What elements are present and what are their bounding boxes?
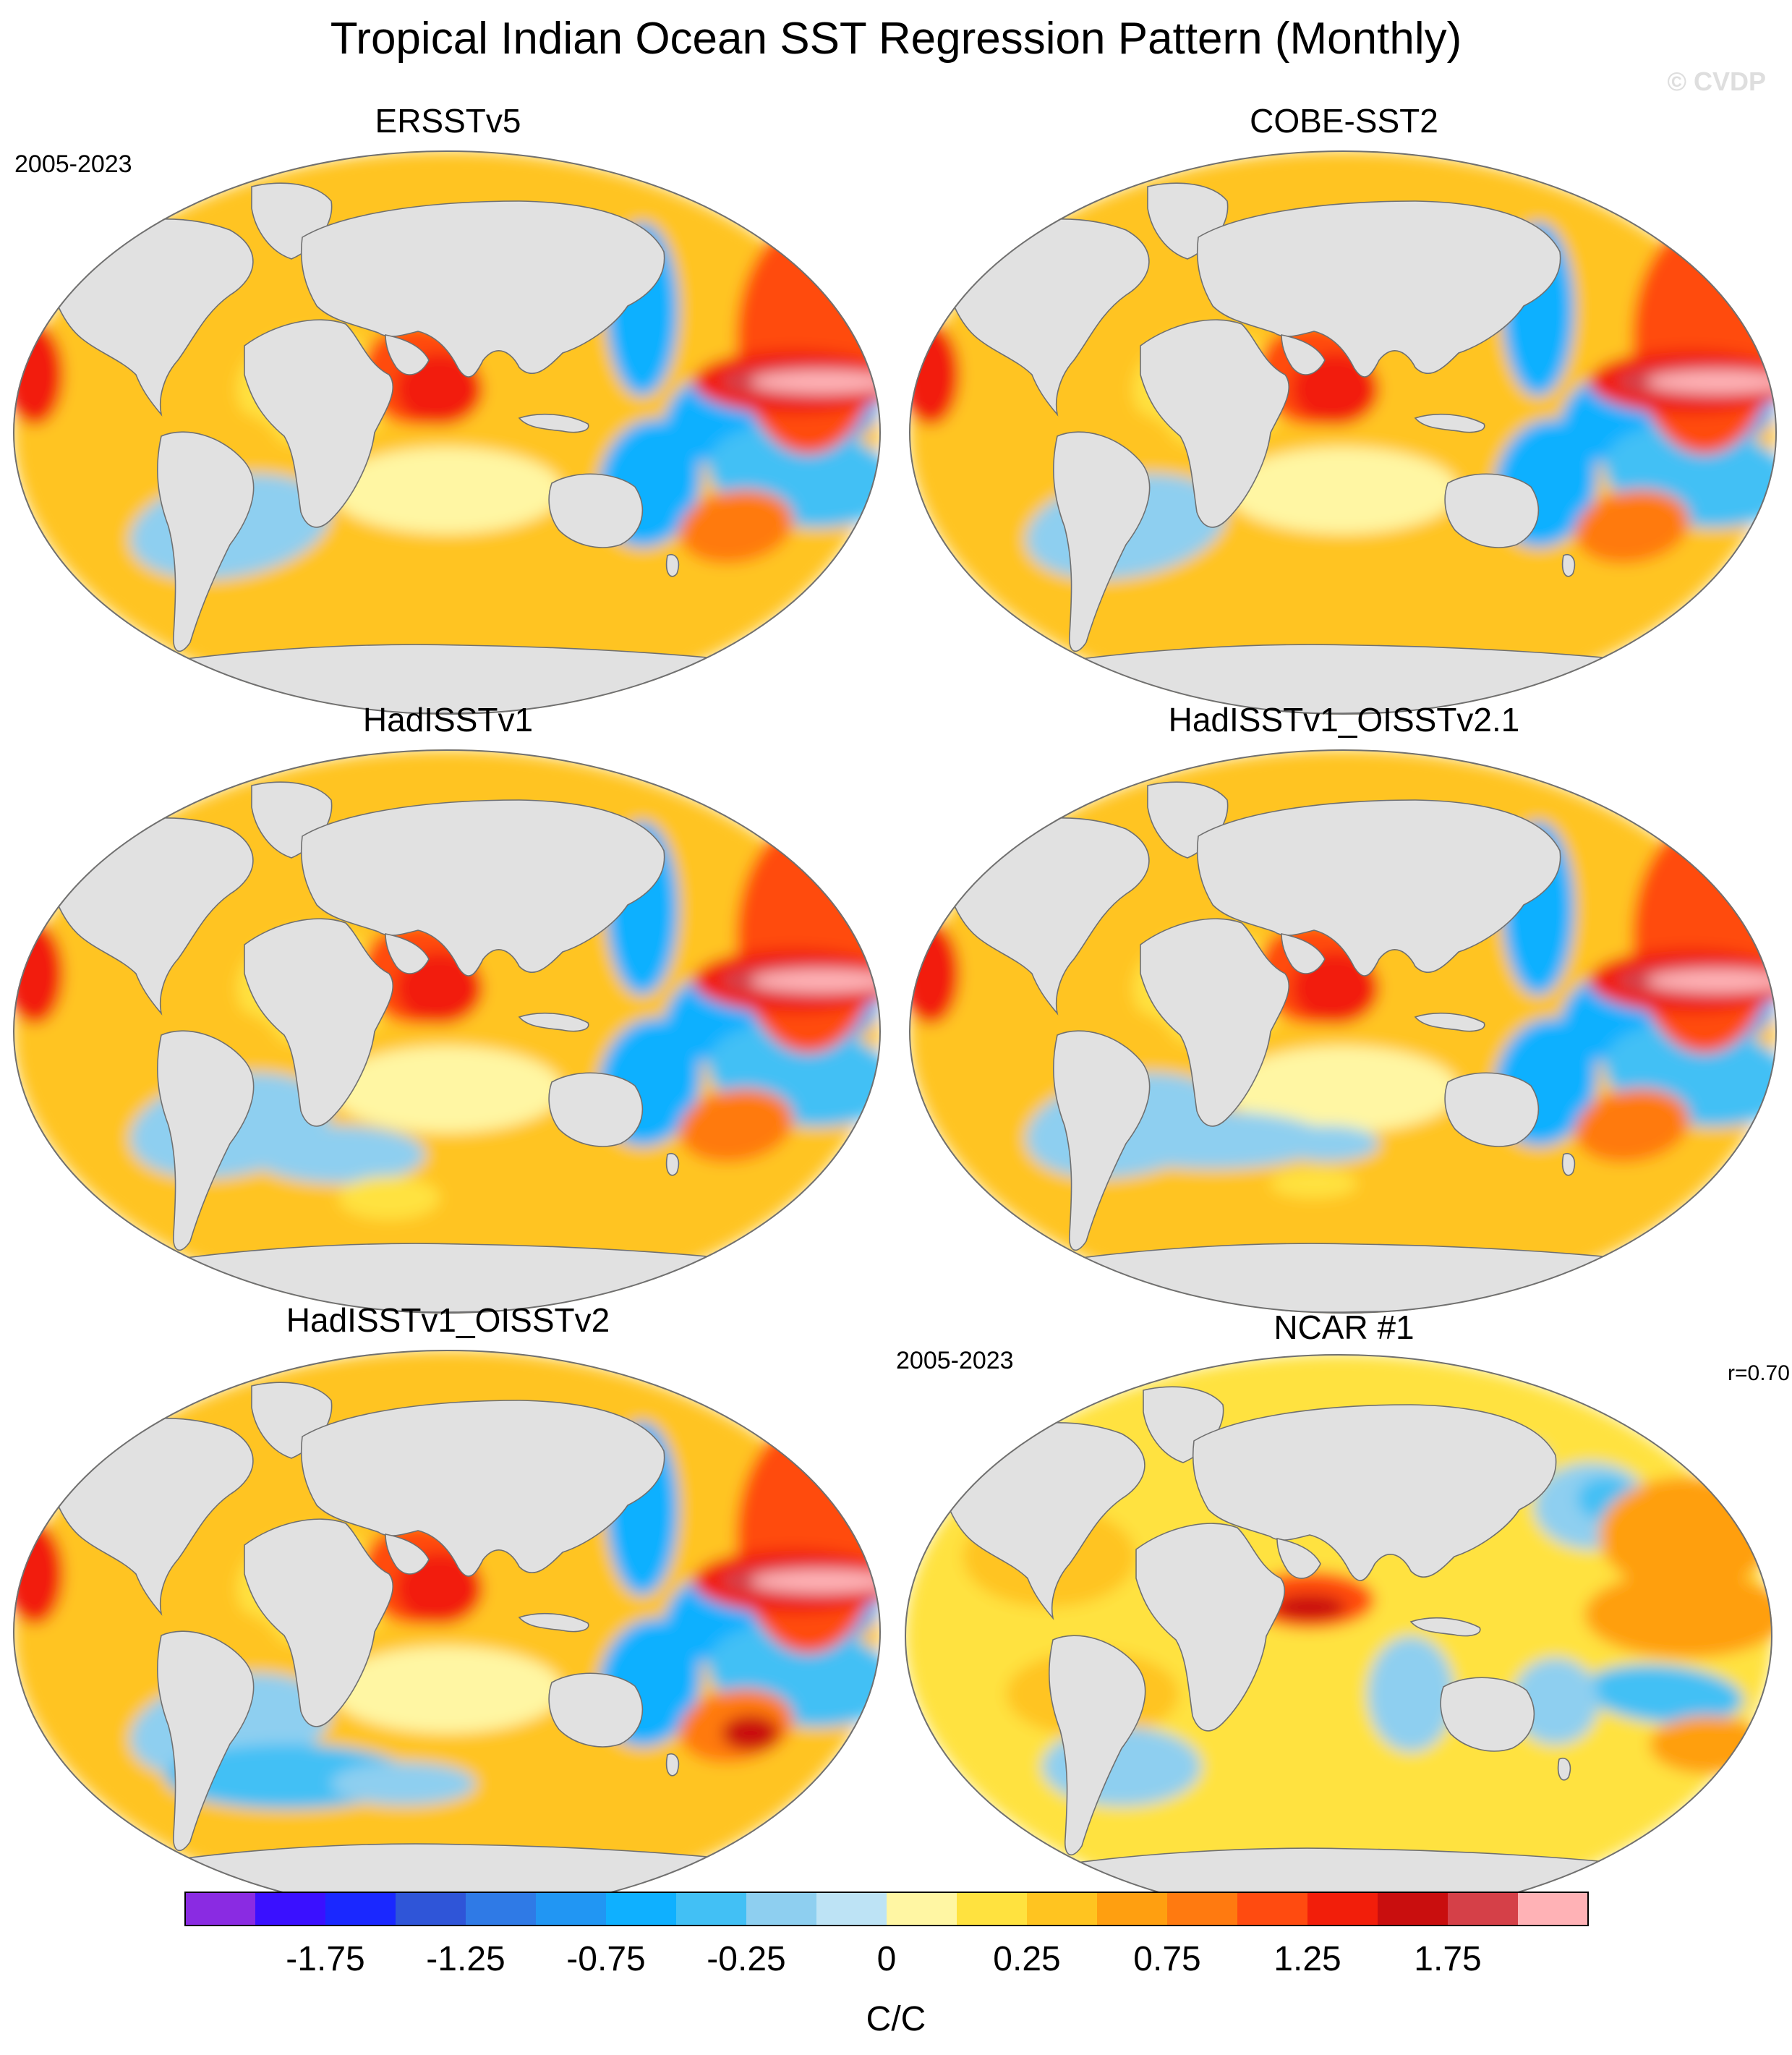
- figure-title: Tropical Indian Ocean SST Regression Pat…: [330, 14, 1462, 64]
- panel-title: HadISSTv1_OISSTv2: [286, 1301, 610, 1339]
- colorbar-tick-label: 1.75: [1414, 1940, 1481, 1978]
- land-africa: [1135, 1523, 1285, 1732]
- land-africa: [244, 1518, 393, 1727]
- colorbar-tick-label: -1.75: [286, 1940, 364, 1978]
- land-indonesia: [1414, 413, 1485, 433]
- watermark: © CVDP: [1667, 67, 1766, 96]
- land-newzealand: [665, 1153, 680, 1176]
- world-map: [909, 150, 1777, 715]
- map-outline: [13, 749, 881, 1314]
- land-arabia: [1276, 1538, 1321, 1579]
- map-panel: HadISSTv1_OISSTv2: [0, 1301, 896, 1939]
- colorbar-tick-label: 0.75: [1133, 1940, 1200, 1978]
- land-australia: [1444, 473, 1540, 548]
- map-panel: HadISSTv1: [0, 701, 896, 1338]
- colorbar-tick-label: 0: [877, 1940, 897, 1978]
- world-map: [13, 1350, 881, 1914]
- land-newzealand: [665, 1753, 680, 1777]
- map-panel: NCAR #1 2005-2023 r=0.70: [896, 1302, 1792, 1939]
- colorbar-tick-label: 1.25: [1273, 1940, 1341, 1978]
- land-indonesia: [518, 1012, 589, 1032]
- panel-period: 2005-2023: [14, 150, 132, 178]
- land-eurasia: [300, 200, 665, 378]
- land-australia: [548, 1672, 644, 1748]
- land-masses: [41, 1382, 782, 1913]
- colorbar-tick-label: -0.75: [566, 1940, 645, 1978]
- world-map: [905, 1354, 1772, 1918]
- land-africa: [244, 319, 393, 528]
- land-arabia: [385, 334, 430, 375]
- map-outline: [909, 150, 1777, 715]
- pattern-correlation: r=0.70: [1728, 1361, 1790, 1385]
- map-outline: [13, 150, 881, 715]
- panel-title: HadISSTv1_OISSTv2.1: [1168, 701, 1520, 739]
- land-samerica: [1053, 1030, 1151, 1251]
- map-panel: ERSSTv5 2005-2023: [0, 102, 896, 739]
- land-australia: [548, 1072, 644, 1147]
- colorbar-tick-label: -0.25: [707, 1940, 785, 1978]
- panel-title: ERSSTv5: [375, 102, 521, 140]
- map-outline: [909, 749, 1777, 1314]
- world-map: [909, 749, 1777, 1314]
- land-indonesia: [1409, 1617, 1481, 1637]
- land-africa: [244, 918, 393, 1127]
- land-samerica: [157, 431, 255, 652]
- colorbar-tick-label: -1.25: [426, 1940, 505, 1978]
- land-australia: [548, 473, 644, 548]
- land-newzealand: [1561, 554, 1576, 577]
- land-eurasia: [300, 799, 665, 977]
- land-australia: [1440, 1677, 1535, 1752]
- land-samerica: [157, 1630, 255, 1852]
- land-arabia: [385, 1533, 430, 1575]
- land-indonesia: [1414, 1012, 1485, 1032]
- land-arabia: [1281, 334, 1326, 375]
- land-samerica: [1049, 1635, 1146, 1856]
- panel-title: COBE-SST2: [1250, 102, 1438, 140]
- land-samerica: [1053, 431, 1151, 652]
- land-africa: [1140, 319, 1289, 528]
- land-arabia: [385, 933, 430, 974]
- land-eurasia: [300, 1400, 665, 1577]
- land-samerica: [157, 1030, 255, 1251]
- land-africa: [1140, 918, 1289, 1127]
- land-antarctica: [127, 1843, 782, 1913]
- map-panel: COBE-SST2: [896, 102, 1792, 739]
- land-indonesia: [518, 413, 589, 433]
- land-eurasia: [1196, 799, 1561, 977]
- colorbar-tick-label: 0.25: [993, 1940, 1060, 1978]
- panel-period: 2005-2023: [896, 1347, 1014, 1374]
- land-australia: [1444, 1072, 1540, 1147]
- land-indonesia: [518, 1612, 589, 1633]
- land-newzealand: [1561, 1153, 1576, 1176]
- land-newzealand: [1557, 1758, 1571, 1781]
- world-map: [13, 749, 881, 1314]
- land-eurasia: [1192, 1404, 1557, 1581]
- panel-title: HadISSTv1: [362, 701, 534, 739]
- world-map: [13, 150, 881, 715]
- land-eurasia: [1196, 200, 1561, 378]
- panel-title: NCAR #1: [1273, 1309, 1415, 1346]
- land-antarctica: [1018, 1847, 1673, 1918]
- colorbar-units: C/C: [866, 2000, 926, 2038]
- land-newzealand: [665, 554, 680, 577]
- land-arabia: [1281, 933, 1326, 974]
- map-panel: HadISSTv1_OISSTv2.1: [896, 701, 1792, 1338]
